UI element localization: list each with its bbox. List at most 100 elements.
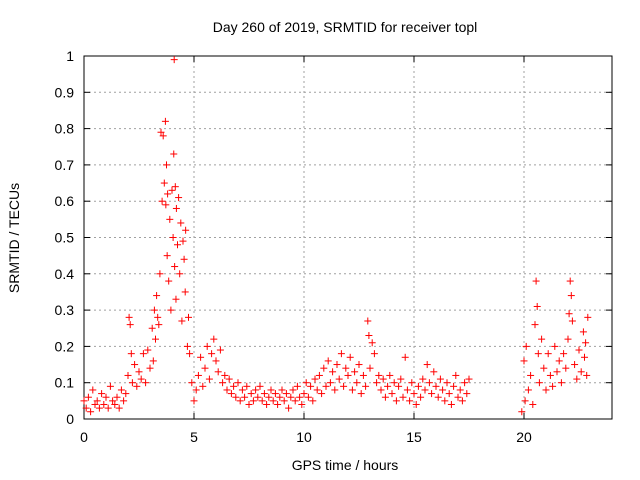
data-point bbox=[287, 393, 295, 401]
data-point bbox=[373, 379, 381, 387]
data-point bbox=[307, 382, 315, 390]
data-point bbox=[370, 350, 378, 358]
plot-border bbox=[83, 55, 613, 420]
data-point bbox=[126, 321, 134, 329]
data-point bbox=[163, 252, 171, 260]
data-point bbox=[115, 404, 123, 412]
data-point bbox=[225, 375, 233, 383]
data-point bbox=[551, 342, 559, 350]
data-point bbox=[111, 400, 119, 408]
data-point bbox=[133, 382, 141, 390]
data-point bbox=[214, 368, 222, 376]
data-point bbox=[441, 397, 449, 405]
data-point bbox=[465, 375, 473, 383]
data-point bbox=[531, 321, 539, 329]
data-point bbox=[162, 201, 170, 209]
data-point bbox=[166, 215, 174, 223]
data-point bbox=[174, 241, 181, 249]
data-point bbox=[177, 219, 185, 227]
data-point bbox=[282, 390, 290, 398]
data-point bbox=[169, 234, 177, 241]
data-point bbox=[533, 302, 541, 310]
data-point bbox=[104, 404, 112, 412]
data-point bbox=[331, 386, 339, 394]
y-tick-label: 0.2 bbox=[55, 338, 75, 354]
data-point bbox=[346, 353, 354, 361]
data-point bbox=[128, 379, 136, 387]
data-point bbox=[315, 371, 323, 379]
data-point bbox=[365, 332, 373, 340]
data-point bbox=[181, 288, 189, 296]
x-tick-label: 20 bbox=[516, 429, 532, 445]
data-point bbox=[127, 350, 135, 358]
data-point bbox=[535, 379, 543, 387]
data-point bbox=[155, 321, 163, 329]
data-point bbox=[124, 371, 132, 379]
data-point bbox=[176, 270, 184, 278]
data-point bbox=[397, 375, 405, 383]
data-point bbox=[289, 386, 297, 394]
y-tick-label: 0.4 bbox=[55, 266, 75, 282]
data-point bbox=[238, 386, 246, 394]
data-point bbox=[230, 382, 238, 390]
data-point bbox=[419, 375, 427, 383]
data-point bbox=[366, 364, 374, 372]
data-point bbox=[260, 390, 268, 398]
data-point bbox=[403, 386, 411, 394]
data-point bbox=[221, 371, 229, 379]
data-point bbox=[165, 277, 173, 285]
data-point bbox=[443, 379, 451, 387]
data-point bbox=[293, 382, 301, 390]
data-point bbox=[434, 393, 442, 401]
data-point bbox=[406, 397, 414, 405]
chart-title: Day 260 of 2019, SRMTID for receiver top… bbox=[213, 19, 478, 35]
data-point bbox=[302, 379, 310, 387]
data-point bbox=[135, 368, 143, 376]
data-point bbox=[379, 375, 387, 383]
data-point bbox=[249, 397, 257, 405]
data-point bbox=[158, 197, 166, 205]
data-point bbox=[159, 132, 167, 140]
data-point bbox=[342, 364, 350, 372]
data-point bbox=[564, 335, 572, 343]
data-point bbox=[296, 393, 304, 401]
data-point bbox=[278, 386, 286, 394]
data-point bbox=[254, 393, 262, 401]
data-point bbox=[390, 379, 398, 387]
data-point bbox=[100, 400, 108, 408]
data-point bbox=[553, 368, 561, 376]
data-point bbox=[263, 400, 271, 408]
data-point bbox=[577, 368, 585, 376]
data-point bbox=[139, 350, 147, 358]
y-tick-label: 0.1 bbox=[55, 375, 75, 391]
data-point bbox=[91, 400, 99, 408]
data-point bbox=[527, 371, 535, 379]
data-point bbox=[355, 361, 363, 369]
data-point bbox=[172, 204, 180, 212]
data-point bbox=[430, 368, 438, 376]
data-point bbox=[95, 404, 103, 412]
data-point bbox=[463, 390, 471, 398]
y-tick-label: 0.5 bbox=[55, 230, 75, 246]
data-point bbox=[565, 310, 573, 318]
data-point bbox=[399, 393, 407, 401]
y-axis-label: SRMTID / TECUs bbox=[6, 183, 22, 293]
data-point bbox=[274, 400, 282, 408]
data-point bbox=[381, 393, 389, 401]
data-point bbox=[454, 393, 462, 401]
data-point bbox=[542, 386, 550, 394]
data-point bbox=[566, 277, 574, 285]
data-point bbox=[171, 183, 179, 191]
data-point bbox=[208, 350, 216, 358]
data-point bbox=[258, 397, 266, 405]
data-point bbox=[573, 375, 581, 383]
data-point bbox=[524, 386, 532, 394]
plot-frame bbox=[83, 55, 613, 420]
data-point bbox=[540, 364, 548, 372]
data-point bbox=[313, 386, 321, 394]
data-point bbox=[201, 364, 209, 372]
data-point bbox=[320, 364, 328, 372]
data-point bbox=[333, 361, 341, 369]
data-point bbox=[410, 390, 418, 398]
